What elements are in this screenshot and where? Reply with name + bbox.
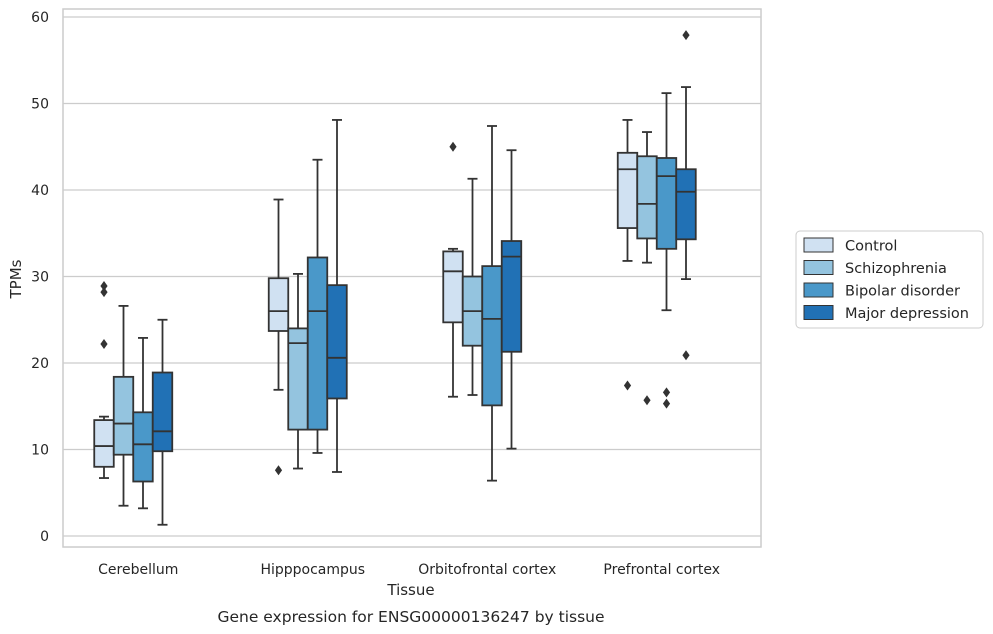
- x-tick-label: Hipppocampus: [260, 562, 365, 578]
- box-body: [151, 371, 174, 453]
- box: [93, 281, 115, 479]
- legend-item: Major depression: [803, 305, 969, 322]
- box-body: [616, 151, 639, 229]
- outlier-point: [274, 465, 283, 476]
- box: [616, 119, 639, 391]
- box: [442, 141, 464, 398]
- chart-caption: Gene expression for ENSG00000136247 by t…: [217, 608, 604, 626]
- legend-item: Control: [803, 237, 897, 255]
- legend-item: Schizophrenia: [803, 260, 947, 277]
- box-body: [306, 256, 329, 431]
- box: [481, 125, 503, 482]
- box: [326, 119, 348, 473]
- outlier-point: [682, 350, 690, 361]
- box-body: [481, 265, 503, 407]
- box: [151, 318, 174, 526]
- y-tick-label: 10: [31, 443, 49, 459]
- gridlines: [63, 16, 761, 537]
- y-tick-label: 50: [31, 97, 49, 113]
- box-body: [442, 250, 464, 324]
- plot-frame: [62, 8, 762, 548]
- x-tick-label: Cerebellum: [98, 562, 178, 578]
- box-body: [500, 240, 523, 353]
- box: [675, 30, 697, 361]
- box-body: [112, 375, 135, 456]
- legend-swatch: [803, 305, 834, 320]
- legend-swatch: [803, 282, 834, 298]
- y-tick-label: 0: [40, 529, 49, 545]
- legend-swatch: [803, 237, 834, 253]
- legend-label: Schizophrenia: [845, 261, 947, 277]
- y-tick-label: 60: [31, 10, 49, 26]
- x-axis-label: Tissue: [386, 581, 434, 599]
- legend-swatch: [803, 260, 834, 275]
- outlier-point: [100, 338, 108, 349]
- box: [267, 198, 290, 476]
- y-tick-label: 20: [31, 356, 49, 372]
- outlier-point: [643, 395, 651, 406]
- box: [500, 149, 523, 450]
- outlier-point: [662, 398, 671, 409]
- box-body: [675, 168, 697, 241]
- box: [655, 92, 678, 409]
- outlier-point: [623, 380, 632, 391]
- box-body: [267, 277, 290, 332]
- legend-label: Bipolar disorder: [845, 284, 960, 300]
- box: [287, 273, 309, 470]
- box-body: [93, 419, 115, 468]
- box-body: [636, 155, 658, 240]
- box: [306, 158, 329, 454]
- legend: Control Schizophrenia Bipolar disorder Majo…: [795, 230, 984, 329]
- legend-label: Control: [845, 239, 897, 255]
- legend-item: Bipolar disorder: [803, 282, 960, 300]
- box-body: [326, 284, 348, 400]
- boxes: [93, 30, 697, 526]
- y-axis-label: TPMs: [7, 259, 25, 299]
- y-tick-label: 30: [31, 270, 49, 286]
- box-body: [132, 411, 154, 483]
- box-body: [655, 157, 678, 250]
- legend-box: [795, 230, 984, 329]
- plot-border: [62, 8, 762, 548]
- outlier-point: [100, 281, 108, 292]
- outlier-point: [662, 387, 671, 398]
- y-ticks: 0 10 20 30 40 50 60: [31, 10, 49, 545]
- x-ticks: Cerebellum Hipppocampus Orbitofrontal cort…: [98, 562, 720, 578]
- y-tick-label: 40: [31, 183, 49, 199]
- outlier-point: [449, 141, 457, 152]
- box: [112, 305, 135, 507]
- outlier-point: [682, 30, 690, 41]
- outlier-point: [100, 287, 108, 298]
- x-tick-label: Prefrontal cortex: [603, 562, 720, 578]
- x-tick-label: Orbitofrontal cortex: [418, 562, 556, 578]
- box: [636, 131, 658, 406]
- legend-label: Major depression: [845, 306, 969, 322]
